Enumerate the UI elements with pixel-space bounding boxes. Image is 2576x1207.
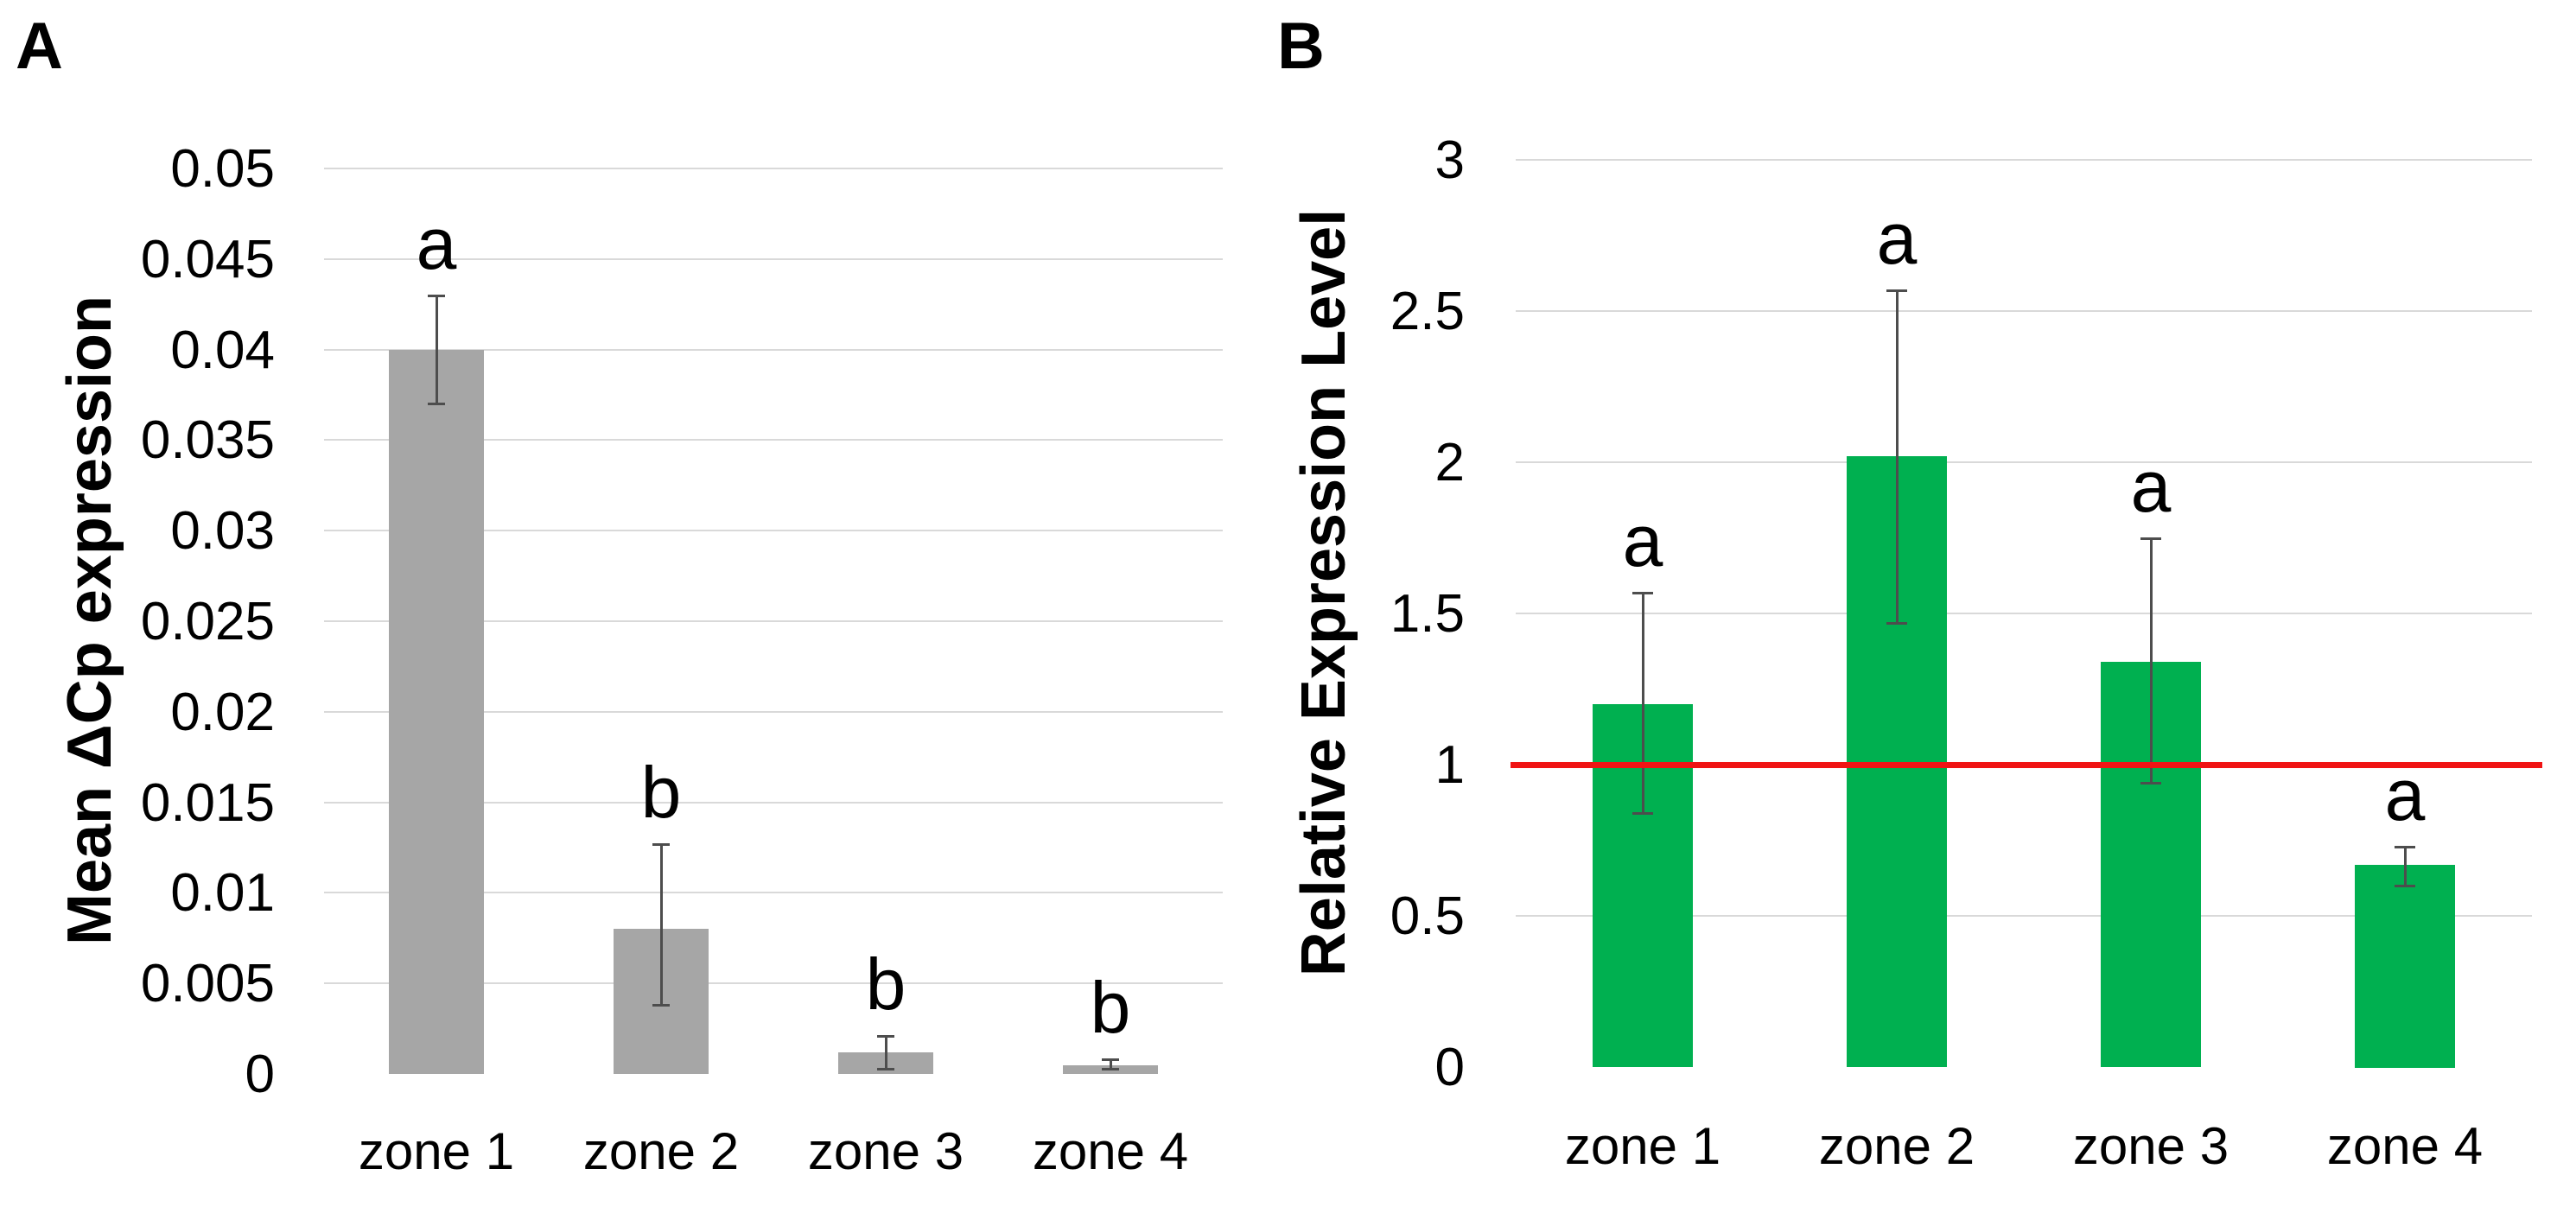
x-tick-label-zone-4: zone 4: [2326, 1116, 2484, 1175]
x-tick-label-zone-2: zone 2: [1818, 1116, 1975, 1175]
gridline: [1516, 461, 2532, 463]
sig-letter-zone-2: b: [640, 752, 682, 833]
y-tick-label: 0.02: [170, 682, 275, 742]
y-tick-label: 0.005: [140, 953, 275, 1013]
error-cap-top: [877, 1035, 894, 1038]
sig-letter-zone-3: b: [865, 943, 906, 1025]
x-tick-label-zone-3: zone 3: [2072, 1116, 2229, 1175]
error-cap-bottom: [2140, 782, 2161, 785]
error-cap-bottom: [1886, 622, 1907, 625]
y-tick-label: 0.04: [170, 320, 275, 380]
y-tick-label: 0: [1434, 1037, 1465, 1097]
gridline: [324, 802, 1223, 804]
x-tick-label-zone-1: zone 1: [358, 1121, 515, 1180]
gridline: [324, 530, 1223, 531]
y-tick-label: 0.03: [170, 500, 275, 561]
error-cap-top: [1886, 289, 1907, 292]
y-tick-label: 2: [1434, 432, 1465, 492]
gridline: [324, 349, 1223, 351]
error-cap-bottom: [1102, 1068, 1119, 1070]
gridline: [1516, 915, 2532, 917]
error-cap-top: [652, 843, 670, 846]
gridline: [324, 439, 1223, 441]
error-bar-zone-4: [1110, 1059, 1112, 1068]
x-tick-label-zone-3: zone 3: [807, 1121, 964, 1180]
panel-label-b: B: [1277, 10, 1325, 83]
y-tick-label: 2.5: [1390, 281, 1465, 341]
y-tick-label: 0.025: [140, 591, 275, 651]
gridline: [1516, 310, 2532, 312]
panel-label-a: A: [16, 10, 63, 83]
gridline: [324, 168, 1223, 169]
gridline: [1516, 159, 2532, 161]
error-cap-top: [1632, 592, 1653, 594]
x-tick-label-zone-4: zone 4: [1032, 1121, 1189, 1180]
error-cap-bottom: [428, 403, 445, 405]
sig-letter-zone-4: b: [1090, 967, 1131, 1048]
gridline: [324, 982, 1223, 984]
error-bar-zone-2: [1896, 290, 1899, 623]
y-tick-label: 0.045: [140, 229, 275, 289]
error-cap-top: [428, 295, 445, 297]
error-cap-top: [2140, 537, 2161, 540]
gridline: [324, 892, 1223, 893]
y-tick-label: 1: [1434, 734, 1465, 795]
error-cap-bottom: [2395, 885, 2415, 887]
reference-line: [1511, 762, 2542, 768]
error-cap-bottom: [877, 1068, 894, 1070]
gridline: [1516, 613, 2532, 614]
error-bar-zone-3: [2150, 538, 2153, 784]
error-bar-zone-1: [436, 295, 438, 404]
bar-zone-4: [2355, 865, 2455, 1068]
y-tick-label: 1.5: [1390, 583, 1465, 644]
gridline: [324, 258, 1223, 260]
y-tick-label: 3: [1434, 130, 1465, 190]
y-tick-label: 0.01: [170, 862, 275, 923]
sig-letter-zone-1: a: [416, 203, 457, 284]
sig-letter-zone-2: a: [1876, 198, 1918, 279]
y-tick-label: 0.05: [170, 138, 275, 199]
y-tick-label: 0.015: [140, 772, 275, 833]
error-cap-bottom: [652, 1004, 670, 1007]
error-cap-top: [1102, 1058, 1119, 1061]
x-tick-label-zone-2: zone 2: [582, 1121, 740, 1180]
sig-letter-zone-3: a: [2130, 446, 2172, 527]
error-bar-zone-3: [885, 1036, 887, 1069]
y-tick-label: 0.035: [140, 410, 275, 470]
y-tick-label: 0.5: [1390, 886, 1465, 946]
error-bar-zone-1: [1642, 593, 1644, 814]
sig-letter-zone-4: a: [2384, 754, 2426, 835]
bar-zone-1: [389, 350, 484, 1074]
x-tick-label-zone-1: zone 1: [1564, 1116, 1721, 1175]
gridline: [324, 711, 1223, 713]
error-cap-top: [2395, 846, 2415, 848]
error-bar-zone-2: [660, 844, 663, 1006]
error-bar-zone-4: [2404, 847, 2407, 886]
sig-letter-zone-1: a: [1622, 500, 1663, 581]
error-cap-bottom: [1632, 812, 1653, 815]
gridline: [324, 620, 1223, 622]
y-tick-label: 0: [245, 1044, 275, 1104]
